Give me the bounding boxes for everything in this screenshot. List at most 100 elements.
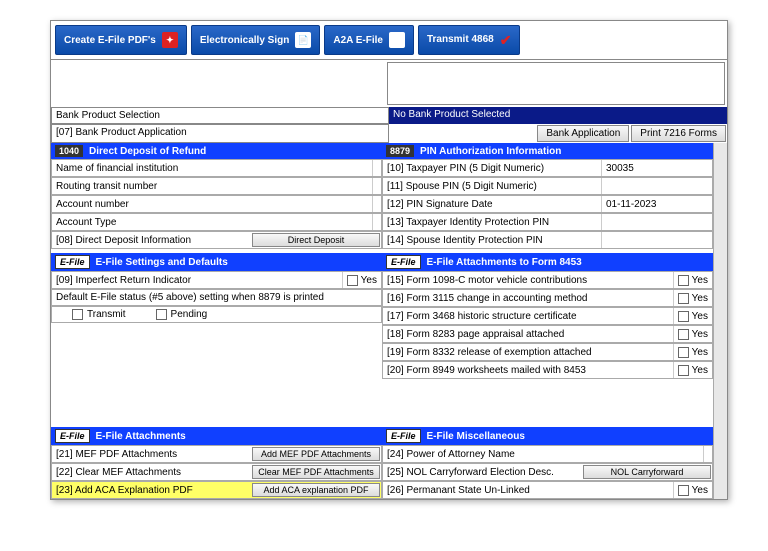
r18-label: [18] Form 8283 page appraisal attached bbox=[383, 326, 674, 342]
tag-1040: 1040 bbox=[55, 145, 83, 157]
r15-chk[interactable] bbox=[678, 275, 689, 286]
r13-input[interactable] bbox=[602, 214, 712, 230]
tag-8879: 8879 bbox=[386, 145, 414, 157]
r10-label: [10] Taxpayer PIN (5 Digit Numeric) bbox=[383, 160, 602, 176]
r26-label: [26] Permanant State Un-Linked bbox=[383, 482, 674, 498]
r19-chk[interactable] bbox=[678, 347, 689, 358]
r17-yes: Yes bbox=[692, 311, 708, 322]
r17-chk[interactable] bbox=[678, 311, 689, 322]
add-mef-pdf-button[interactable]: Add MEF PDF Attachments bbox=[252, 447, 380, 461]
toolbar: Create E-File PDF's ✦ Electronically Sig… bbox=[51, 21, 727, 59]
r18-yes: Yes bbox=[692, 329, 708, 340]
routing-label: Routing transit number bbox=[52, 178, 373, 194]
bank-selection-label: Bank Product Selection bbox=[51, 107, 389, 124]
check-icon: ✔ bbox=[500, 32, 512, 48]
electronically-sign-button[interactable]: Electronically Sign 📄 bbox=[191, 25, 320, 55]
routing-input[interactable] bbox=[373, 178, 381, 194]
r12-label: [12] PIN Signature Date bbox=[383, 196, 602, 212]
section-8879-header: 8879 PIN Authorization Information bbox=[382, 143, 713, 159]
no-bank-product: No Bank Product Selected bbox=[389, 107, 727, 124]
r26-chk[interactable] bbox=[678, 485, 689, 496]
dd-info-label: [08] Direct Deposit Information bbox=[52, 232, 251, 248]
transmit-label: Transmit 4868 bbox=[427, 35, 494, 45]
r14-label: [14] Spouse Identity Protection PIN bbox=[383, 232, 602, 248]
tag-efile-3: E-File bbox=[386, 255, 421, 269]
r15-yes: Yes bbox=[692, 275, 708, 286]
r11-input[interactable] bbox=[602, 178, 712, 194]
r24-input[interactable] bbox=[704, 446, 712, 462]
r20-chk[interactable] bbox=[678, 365, 689, 376]
account-num-label: Account number bbox=[52, 196, 373, 212]
imperfect-yes: Yes bbox=[361, 275, 377, 286]
left-column: 1040 Direct Deposit of Refund Name of fi… bbox=[51, 143, 382, 499]
print-7216-button[interactable]: Print 7216 Forms bbox=[631, 125, 726, 142]
r24-label: [24] Power of Attorney Name bbox=[383, 446, 704, 462]
att23-label: [23] Add ACA Explanation PDF bbox=[52, 482, 251, 498]
r12-input[interactable]: 01-11-2023 bbox=[602, 196, 712, 212]
section-8879-title: PIN Authorization Information bbox=[420, 146, 561, 157]
r20-label: [20] Form 8949 worksheets mailed with 84… bbox=[383, 362, 674, 378]
r25-label: [25] NOL Carryforward Election Desc. bbox=[383, 464, 582, 480]
sign-label: Electronically Sign bbox=[200, 35, 289, 46]
section-misc-header: E-File E-File Miscellaneous bbox=[382, 427, 713, 445]
r19-yes: Yes bbox=[692, 347, 708, 358]
direct-deposit-button[interactable]: Direct Deposit bbox=[252, 233, 380, 247]
pending-checkbox[interactable] bbox=[156, 309, 167, 320]
account-num-input[interactable] bbox=[373, 196, 381, 212]
transmit-4868-button[interactable]: Transmit 4868 ✔ bbox=[418, 25, 520, 55]
r16-yes: Yes bbox=[692, 293, 708, 304]
att22-label: [22] Clear MEF Attachments bbox=[52, 464, 251, 480]
bank-app-label: [07] Bank Product Application bbox=[51, 124, 389, 143]
scrollbar[interactable] bbox=[713, 143, 727, 499]
section-8453-title: E-File Attachments to Form 8453 bbox=[427, 257, 582, 268]
r10-input[interactable]: 30035 bbox=[602, 160, 712, 176]
section-1040-header: 1040 Direct Deposit of Refund bbox=[51, 143, 382, 159]
preview-box bbox=[387, 62, 725, 105]
a2a-efile-button[interactable]: A2A E-File ✉ bbox=[324, 25, 414, 55]
r16-chk[interactable] bbox=[678, 293, 689, 304]
fi-name-label: Name of financial institution bbox=[52, 160, 373, 176]
r14-input[interactable] bbox=[602, 232, 712, 248]
r15-label: [15] Form 1098-C motor vehicle contribut… bbox=[383, 272, 674, 288]
tag-efile-4: E-File bbox=[386, 429, 421, 443]
r17-label: [17] Form 3468 historic structure certif… bbox=[383, 308, 674, 324]
section-8453-header: E-File E-File Attachments to Form 8453 bbox=[382, 253, 713, 271]
create-pdf-label: Create E-File PDF's bbox=[64, 35, 156, 46]
right-column: 8879 PIN Authorization Information [10] … bbox=[382, 143, 713, 499]
spacer-area bbox=[51, 59, 727, 107]
account-type-input[interactable] bbox=[373, 214, 381, 230]
pdf-icon: ✦ bbox=[162, 32, 178, 48]
r18-chk[interactable] bbox=[678, 329, 689, 340]
account-type-label: Account Type bbox=[52, 214, 373, 230]
transmit-checkbox[interactable] bbox=[72, 309, 83, 320]
section-misc-title: E-File Miscellaneous bbox=[427, 431, 525, 442]
section-efile-attachments-title: E-File Attachments bbox=[96, 431, 186, 442]
clear-mef-pdf-button[interactable]: Clear MEF PDF Attachments bbox=[252, 465, 380, 479]
create-pdf-button[interactable]: Create E-File PDF's ✦ bbox=[55, 25, 187, 55]
r20-yes: Yes bbox=[692, 365, 708, 376]
nol-carryforward-button[interactable]: NOL Carryforward bbox=[583, 465, 711, 479]
att21-label: [21] MEF PDF Attachments bbox=[52, 446, 251, 462]
fi-name-input[interactable] bbox=[373, 160, 381, 176]
add-aca-pdf-button[interactable]: Add ACA explanation PDF bbox=[252, 483, 380, 497]
r26-yes: Yes bbox=[692, 485, 708, 496]
envelope-icon: ✉ bbox=[389, 32, 405, 48]
r11-label: [11] Spouse PIN (5 Digit Numeric) bbox=[383, 178, 602, 194]
tag-efile-2: E-File bbox=[55, 429, 90, 443]
tag-efile-1: E-File bbox=[55, 255, 90, 269]
default-status-label: Default E-File status (#5 above) setting… bbox=[51, 289, 382, 306]
a2a-label: A2A E-File bbox=[333, 35, 383, 46]
section-efile-attachments-header: E-File E-File Attachments bbox=[51, 427, 382, 445]
section-1040-title: Direct Deposit of Refund bbox=[89, 146, 206, 157]
r19-label: [19] Form 8332 release of exemption atta… bbox=[383, 344, 674, 360]
sign-icon: 📄 bbox=[295, 32, 311, 48]
section-efile-settings-title: E-File Settings and Defaults bbox=[96, 257, 228, 268]
imperfect-checkbox[interactable] bbox=[347, 275, 358, 286]
opt-transmit: Transmit bbox=[87, 309, 126, 320]
r13-label: [13] Taxpayer Identity Protection PIN bbox=[383, 214, 602, 230]
opt-pending: Pending bbox=[171, 309, 208, 320]
r16-label: [16] Form 3115 change in accounting meth… bbox=[383, 290, 674, 306]
imperfect-label: [09] Imperfect Return Indicator bbox=[52, 272, 343, 288]
bank-application-button[interactable]: Bank Application bbox=[537, 125, 629, 142]
section-efile-settings-header: E-File E-File Settings and Defaults bbox=[51, 253, 382, 271]
